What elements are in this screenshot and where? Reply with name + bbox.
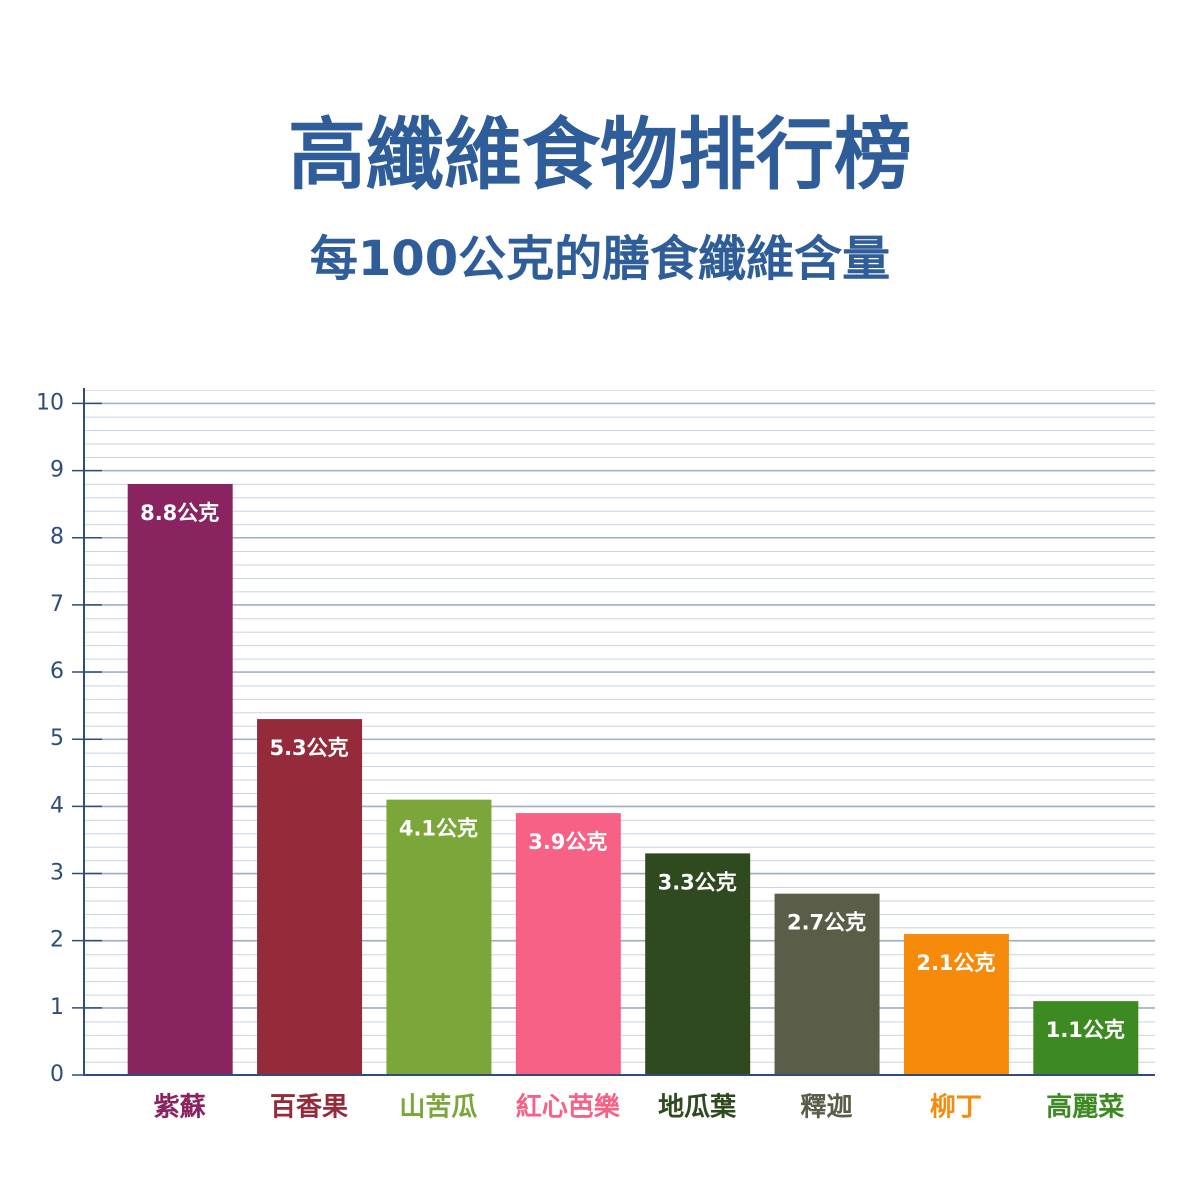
x-tick-label: 百香果 (270, 1093, 348, 1123)
chart-subtitle: 每100公克的膳食纖維含量 (310, 231, 890, 287)
x-tick-label: 高麗菜 (1046, 1092, 1124, 1123)
bar (774, 893, 880, 1075)
bar (386, 799, 492, 1075)
bar (515, 813, 621, 1075)
x-tick-label: 紅心芭樂 (516, 1092, 621, 1123)
x-tick-label: 山苦瓜 (399, 1093, 477, 1123)
value-label: 3.9公克 (528, 830, 607, 854)
value-label: 2.7公克 (787, 911, 866, 935)
bar (903, 933, 1009, 1075)
x-tick-label: 柳丁 (930, 1093, 982, 1123)
y-tick-label: 2 (50, 928, 64, 953)
y-tick-label: 9 (50, 458, 64, 483)
y-tick-label: 10 (36, 390, 64, 415)
bar (257, 719, 363, 1075)
y-tick-label: 3 (50, 861, 64, 886)
y-tick-label: 0 (50, 1062, 64, 1087)
y-tick-label: 8 (50, 525, 64, 550)
y-tick-label: 4 (50, 793, 64, 818)
bar (1033, 1001, 1139, 1075)
chart-title: 高纖維食物排行榜 (288, 110, 912, 200)
y-tick-label: 1 (50, 995, 64, 1020)
value-label: 5.3公克 (269, 736, 348, 760)
bar (127, 484, 233, 1075)
value-label: 4.1公克 (399, 817, 478, 841)
y-tick-label: 7 (50, 592, 64, 617)
bar (645, 853, 751, 1075)
y-tick-label: 5 (50, 726, 64, 751)
x-tick-label: 地瓜葉 (658, 1093, 737, 1123)
x-tick-label: 紫蘇 (154, 1093, 206, 1123)
value-label: 1.1公克 (1046, 1018, 1125, 1042)
value-label: 8.8公克 (140, 501, 219, 525)
y-tick-label: 6 (50, 659, 64, 684)
x-tick-label: 釋迦 (801, 1093, 853, 1123)
value-label: 3.3公克 (658, 870, 737, 894)
value-label: 2.1公克 (916, 951, 995, 975)
